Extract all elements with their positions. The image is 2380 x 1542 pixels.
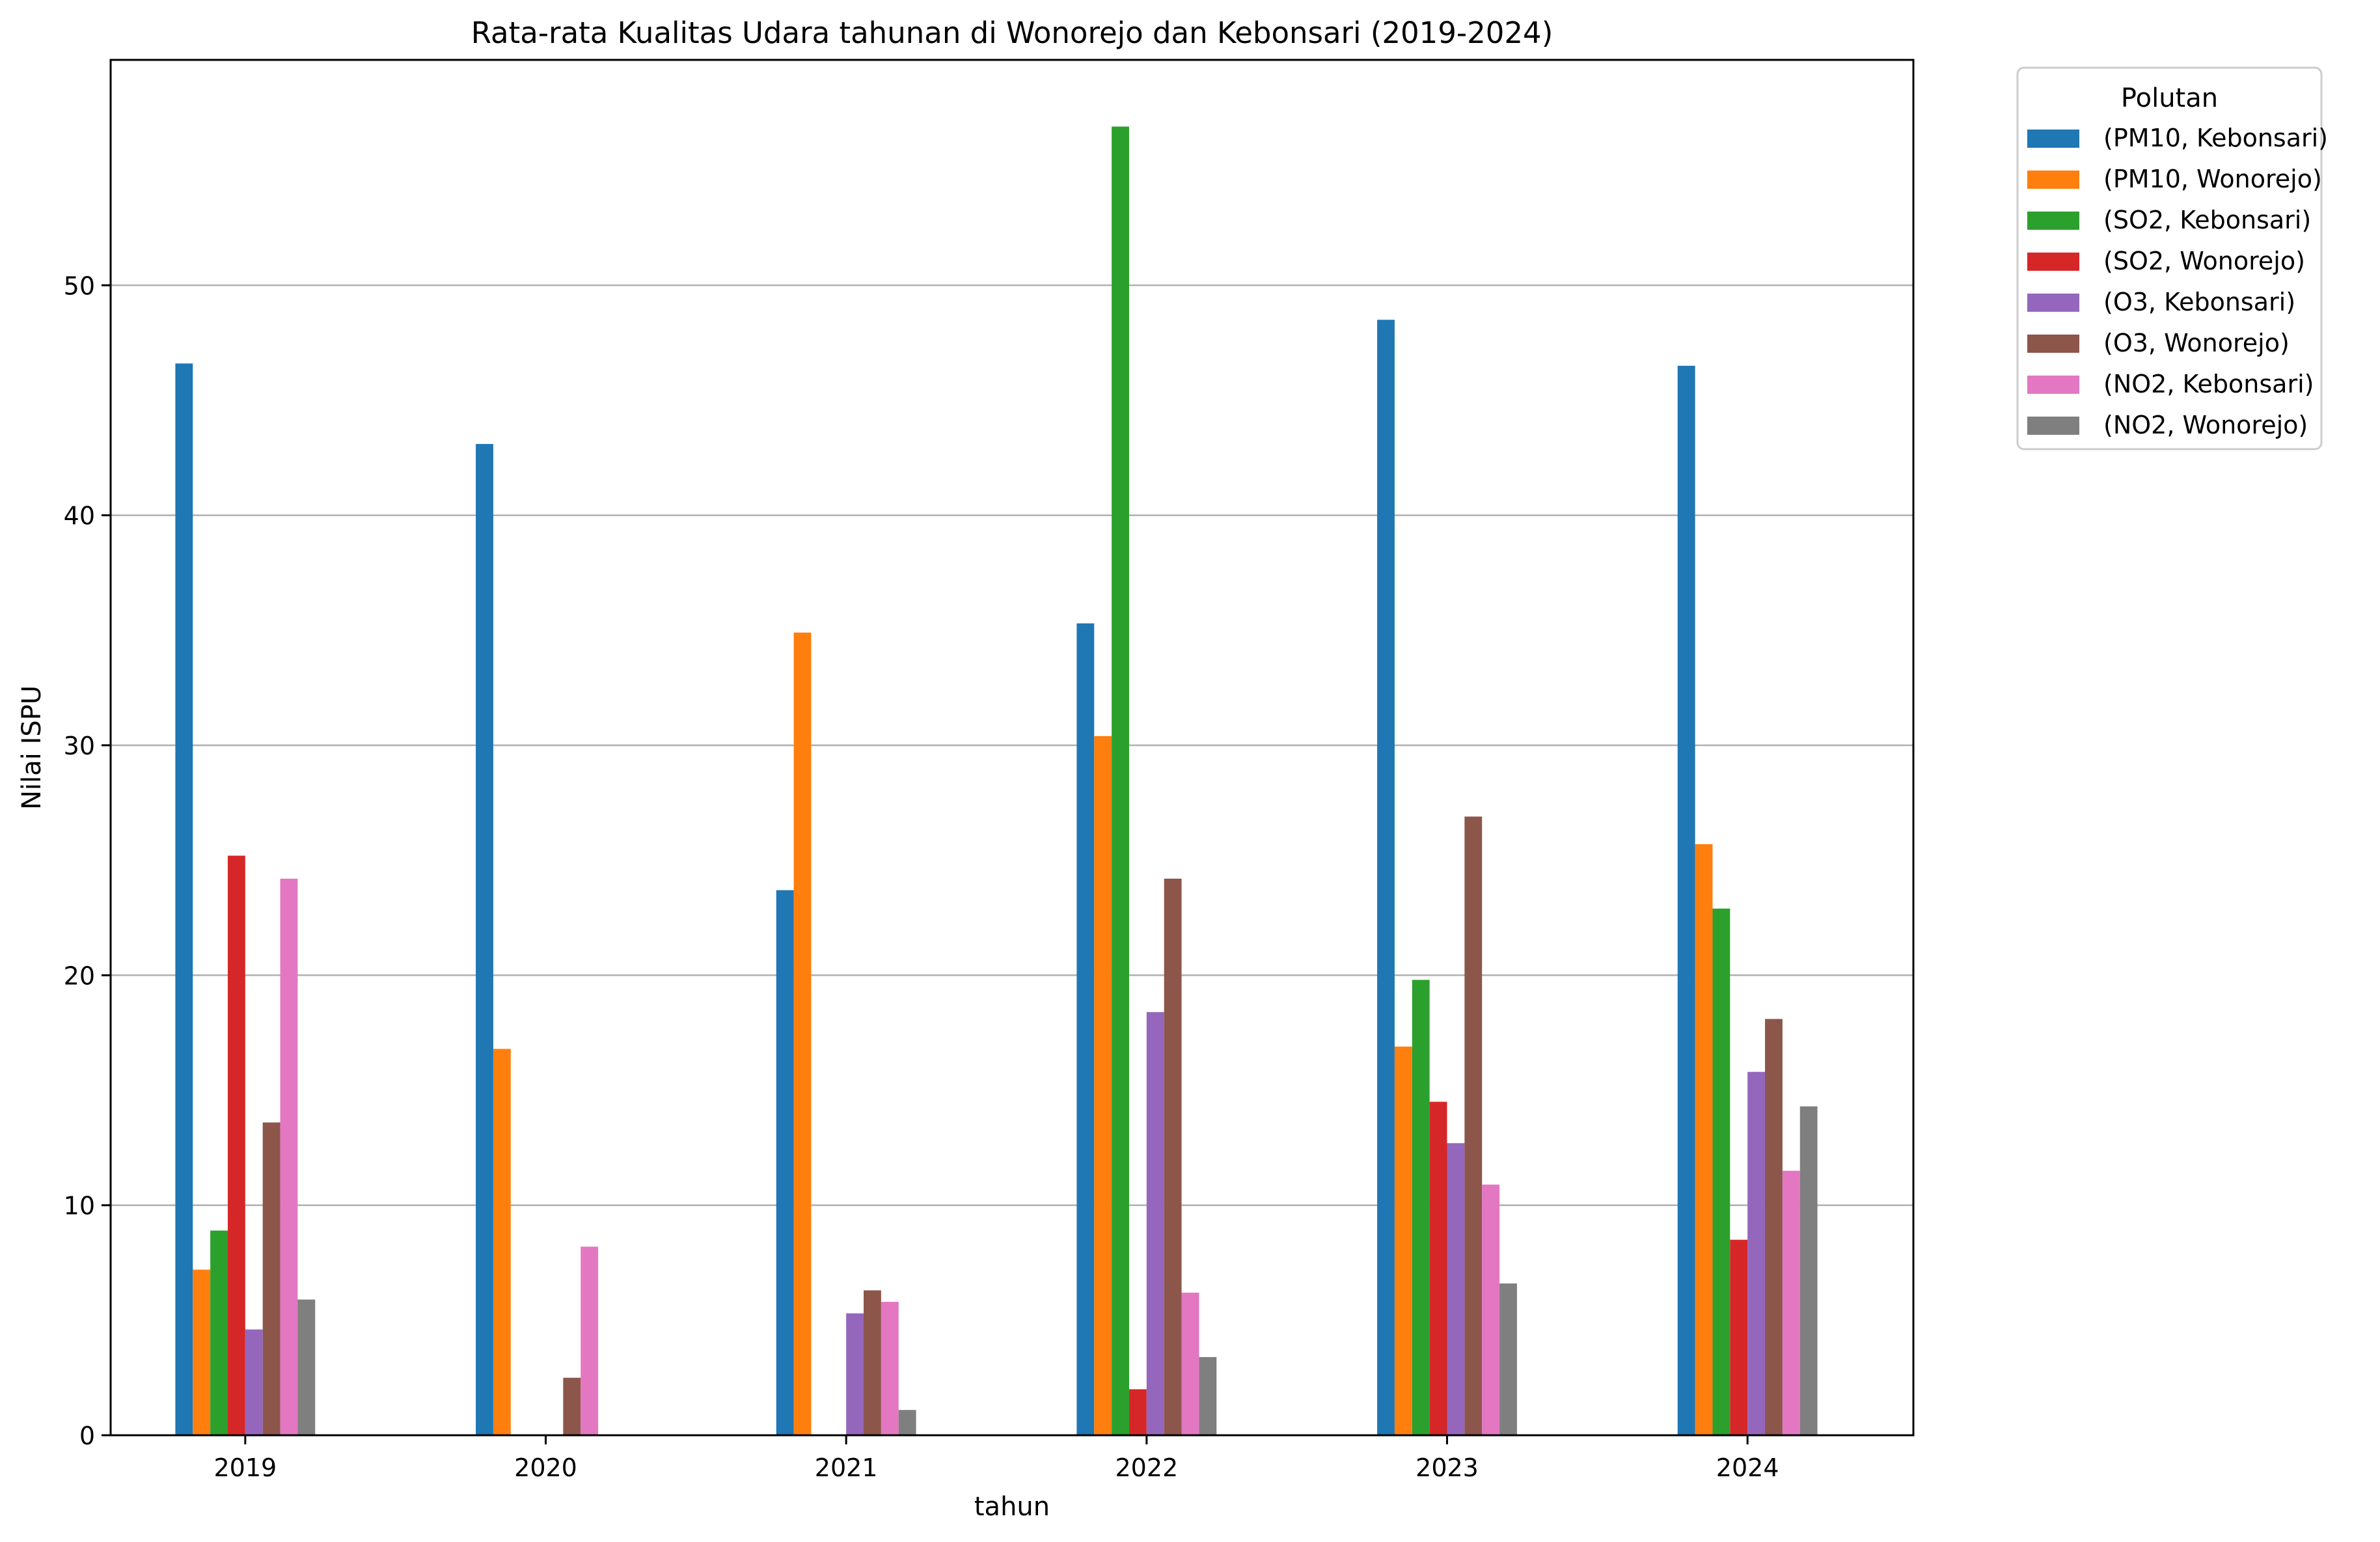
bar <box>1765 1019 1783 1435</box>
bar <box>1799 1106 1818 1435</box>
legend-swatch <box>2027 212 2079 230</box>
bar <box>1164 878 1182 1435</box>
y-tick-label: 20 <box>64 961 95 990</box>
bar <box>581 1246 599 1435</box>
bar <box>1128 1389 1147 1435</box>
bar <box>227 855 245 1435</box>
bar <box>1181 1292 1199 1435</box>
bar <box>1394 1046 1412 1435</box>
legend-swatch <box>2027 294 2079 312</box>
y-tick-label: 30 <box>64 732 95 760</box>
x-tick-label: 2022 <box>1115 1453 1178 1482</box>
bar <box>1677 365 1695 1435</box>
x-tick-label: 2024 <box>1716 1453 1779 1482</box>
legend-label: (NO2, Wonorejo) <box>2103 411 2308 439</box>
bar <box>193 1269 211 1435</box>
bar <box>1447 1143 1465 1435</box>
legend-swatch <box>2027 335 2079 353</box>
bar <box>1146 1012 1164 1435</box>
bar <box>1782 1170 1800 1435</box>
y-axis-label: Nilai ISPU <box>17 685 47 810</box>
bar <box>210 1230 228 1435</box>
bar <box>1412 980 1430 1435</box>
bar <box>280 878 298 1435</box>
y-tick-label: 40 <box>64 502 95 530</box>
bar <box>864 1290 881 1435</box>
legend-swatch <box>2027 253 2079 271</box>
legend: Polutan (PM10, Kebonsari) (PM10, Wonorejo… <box>2016 66 2328 450</box>
bar <box>563 1377 581 1435</box>
plot-frame <box>109 59 1915 1437</box>
bar <box>1499 1283 1517 1435</box>
legend-label: (PM10, Wonorejo) <box>2103 165 2322 193</box>
legend-swatch <box>2027 417 2079 435</box>
legend-box <box>2016 66 2323 450</box>
bar <box>175 363 193 1435</box>
bar <box>1377 320 1395 1435</box>
legend-label: (PM10, Kebonsari) <box>2103 124 2328 152</box>
bar <box>1429 1101 1447 1435</box>
legend-label: (NO2, Kebonsari) <box>2103 370 2314 398</box>
legend-swatch <box>2027 171 2079 189</box>
bar <box>898 1410 916 1435</box>
y-tick-label: 50 <box>64 271 95 300</box>
y-tick-label: 0 <box>79 1422 95 1450</box>
legend-label: (SO2, Wonorejo) <box>2103 247 2305 275</box>
bar <box>846 1313 864 1435</box>
legend-swatch <box>2027 130 2079 148</box>
bar <box>776 890 794 1435</box>
bar <box>1199 1356 1217 1435</box>
bar <box>793 632 812 1435</box>
x-tick-label: 2019 <box>213 1453 277 1482</box>
bar <box>297 1299 316 1435</box>
x-axis-label: tahun <box>974 1492 1050 1522</box>
gridlines <box>111 284 1913 1206</box>
bar <box>1695 844 1713 1435</box>
bar <box>1712 908 1730 1435</box>
legend-label: (O3, Wonorejo) <box>2103 329 2290 357</box>
legend-label: (O3, Kebonsari) <box>2103 288 2295 316</box>
x-tick-label: 2023 <box>1416 1453 1479 1482</box>
x-tick-label: 2020 <box>514 1453 577 1482</box>
bars <box>175 126 1818 1436</box>
bar <box>493 1049 511 1435</box>
legend-title: Polutan <box>2121 83 2218 113</box>
bar <box>1730 1239 1748 1435</box>
bar <box>1112 126 1129 1436</box>
bar <box>1464 816 1483 1435</box>
legend-swatch <box>2027 376 2079 394</box>
x-axis: 2019 2020 2021 2022 2023 2024 <box>213 1435 1779 1482</box>
y-tick-label: 10 <box>64 1192 95 1220</box>
legend-items: (PM10, Kebonsari) (PM10, Wonorejo) (SO2, K… <box>2027 124 2328 439</box>
x-tick-label: 2021 <box>815 1453 878 1482</box>
legend-label: (SO2, Kebonsari) <box>2103 206 2311 234</box>
bar <box>476 444 493 1436</box>
bar <box>881 1302 899 1435</box>
bar <box>1747 1071 1766 1435</box>
chart-title: Rata-rata Kualitas Udara tahunan di Wono… <box>471 16 1553 50</box>
bar <box>1482 1184 1500 1435</box>
bar <box>1076 623 1095 1435</box>
y-axis: 0 10 20 30 40 50 <box>64 271 111 1450</box>
bar <box>262 1122 280 1435</box>
bar <box>245 1329 263 1435</box>
bar <box>1094 736 1112 1435</box>
